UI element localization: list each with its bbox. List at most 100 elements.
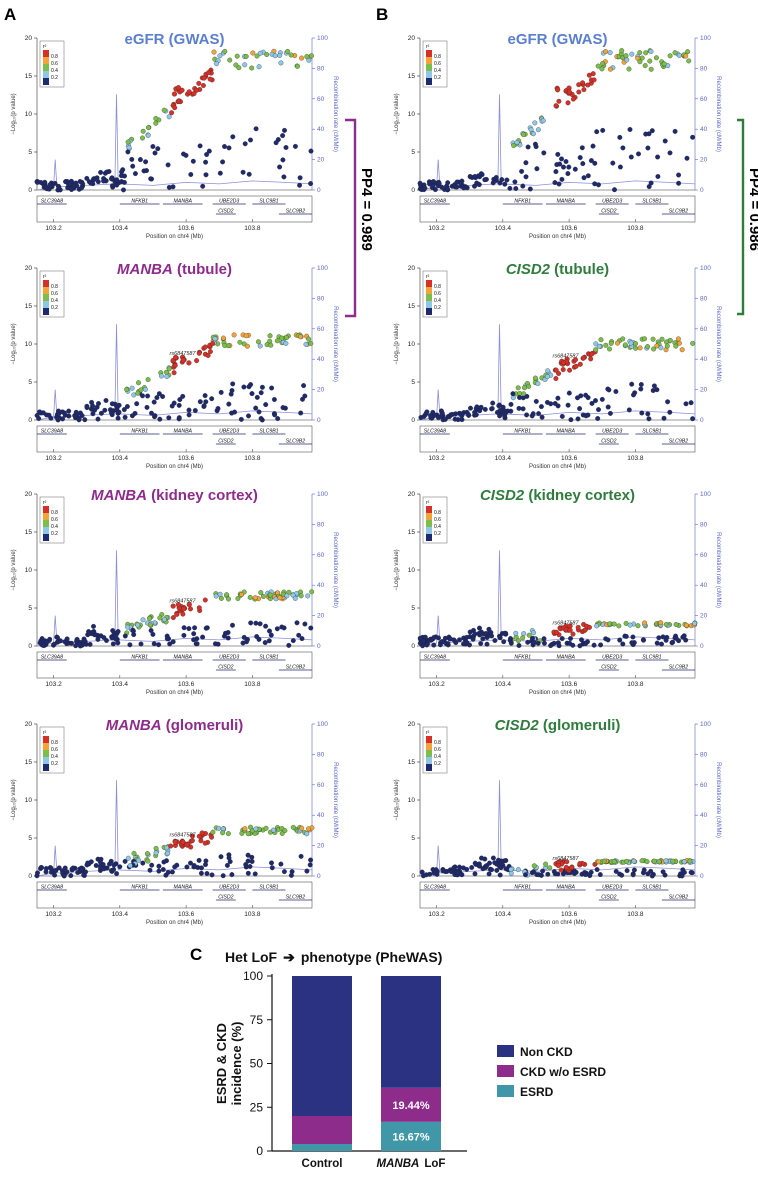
ld-legend-swatch [426, 64, 432, 71]
snp-point [290, 824, 296, 830]
ld-legend-swatch [426, 57, 432, 64]
snp-point [281, 869, 287, 875]
snp-point [667, 53, 673, 59]
snp-point [541, 640, 547, 646]
plot-title-gene: MANBA [117, 261, 173, 278]
snp-point [628, 154, 634, 160]
snp-points [417, 48, 696, 193]
snp-point [104, 638, 109, 643]
snp-point [84, 403, 90, 409]
snp-points [34, 824, 315, 879]
snp-point [665, 399, 671, 405]
coloc-bracket-b: PP4 = 0.986 [737, 118, 758, 316]
snp-point [521, 391, 527, 397]
lead-snp-point [566, 89, 573, 95]
gene-track-box [36, 195, 313, 223]
snp-point [253, 126, 259, 132]
ld-legend-swatch [426, 764, 432, 771]
snp-point [226, 855, 232, 861]
ld-legend-swatch [426, 736, 432, 743]
ld-legend-swatch [426, 520, 432, 527]
snp-point [581, 355, 587, 361]
snp-point [269, 865, 275, 871]
ld-legend-swatch [426, 301, 432, 308]
r-tick-label: 20 [700, 613, 708, 620]
snp-point [279, 335, 285, 341]
y-tick-label: 0 [28, 643, 32, 650]
x-tick-label: 103.6 [561, 911, 578, 918]
y-tick-label: 10 [408, 797, 416, 804]
snp-point [209, 872, 215, 878]
snp-point [249, 854, 255, 860]
snp-point [645, 344, 651, 350]
snp-point [525, 144, 531, 150]
snp-point [577, 643, 583, 649]
snp-point [565, 100, 571, 106]
snp-point [575, 624, 581, 630]
snp-points [418, 336, 696, 423]
snp-point [110, 628, 116, 634]
y-axis-label: −Log₁₀(p value) [11, 93, 17, 134]
snp-point [260, 594, 266, 599]
snp-point [184, 864, 190, 870]
snp-point [642, 336, 647, 342]
snp-point [220, 873, 226, 879]
x-axis-label: Position on chr4 (Mb) [529, 234, 586, 240]
snp-point [591, 642, 597, 648]
gene-label: SLC9B1 [642, 199, 661, 205]
snp-point [222, 343, 228, 348]
x-tick-label: 103.8 [627, 681, 644, 688]
r-tick-label: 20 [700, 387, 708, 394]
snp-point [220, 159, 226, 165]
snp-point [40, 643, 46, 648]
snp-point [508, 636, 513, 642]
locus-plot-7: MANBA (glomeruli) 0 5 10 15 20 0 20 40 60 80 100 −Lo… [11, 717, 338, 926]
snp-point [643, 50, 649, 56]
r-tick-label: 80 [700, 65, 708, 72]
ld-legend: r² 0.80.60.40.2 [422, 726, 448, 774]
r-tick-label: 0 [700, 643, 704, 650]
x-tick-label: 103.8 [244, 681, 261, 688]
y-tick-label: 5 [28, 605, 32, 612]
snp-point [103, 398, 109, 403]
x-axis-label: Position on chr4 (Mb) [146, 234, 203, 240]
snp-point [588, 158, 594, 164]
snp-point [496, 403, 502, 409]
snp-point [544, 399, 550, 405]
snp-point [553, 103, 559, 109]
snp-point [181, 625, 187, 631]
snp-point [670, 858, 676, 864]
snp-point [204, 871, 210, 876]
y-tick-label: 0 [28, 187, 32, 194]
snp-point [417, 635, 423, 641]
ld-legend-title: r² [426, 274, 430, 280]
snp-point [176, 416, 182, 422]
snp-point [615, 340, 620, 346]
bar-y-tick-label: 100 [243, 969, 263, 983]
snp-point [658, 620, 664, 626]
snp-point [679, 873, 685, 879]
gene-label: SLC9B1 [642, 885, 661, 891]
snp-point [166, 415, 172, 421]
locus-plot-5: MANBA (kidney cortex) 0 5 10 15 20 0 20 40 60 80 10… [11, 487, 338, 696]
snp-point [61, 873, 67, 879]
snp-point [226, 145, 232, 151]
snp-point [420, 643, 426, 649]
recomb-axis-label: Recombination rate (cM/Mb) [715, 762, 721, 838]
snp-point [513, 630, 519, 636]
ld-legend-level: 0.6 [434, 291, 441, 297]
snp-point [203, 858, 209, 864]
snp-point [233, 62, 239, 68]
snp-point [676, 180, 682, 186]
snp-point [577, 361, 583, 367]
gene-label: SLC9B2 [669, 665, 688, 671]
ld-legend-level: 0.2 [51, 305, 58, 311]
snp-point [191, 863, 197, 868]
snp-point [307, 862, 313, 868]
snp-point [623, 633, 629, 639]
plot-title: eGFR (GWAS) [125, 31, 225, 48]
gene-label: MANBA [557, 885, 576, 891]
snp-point [540, 868, 546, 874]
snp-point [651, 383, 657, 389]
x-tick-label: 103.2 [428, 681, 445, 688]
